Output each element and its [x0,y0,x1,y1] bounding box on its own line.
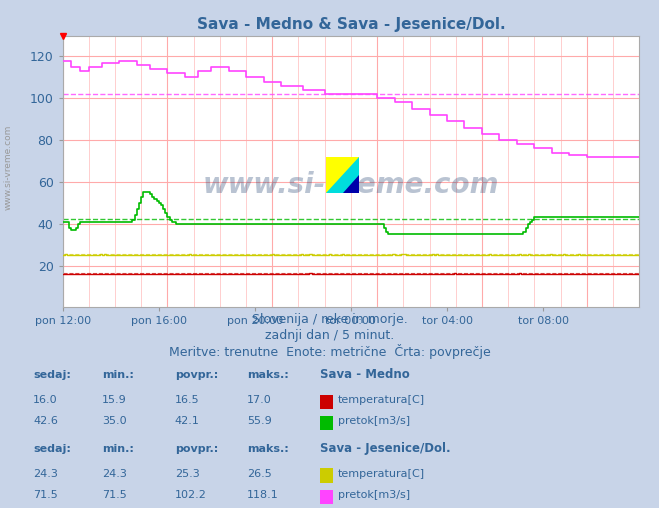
Text: maks.:: maks.: [247,444,289,454]
Text: 71.5: 71.5 [102,490,127,500]
Text: Slovenija / reke in morje.: Slovenija / reke in morje. [252,312,407,326]
Text: povpr.:: povpr.: [175,444,218,454]
Text: pretok[m3/s]: pretok[m3/s] [338,416,410,426]
Text: 35.0: 35.0 [102,416,127,426]
Polygon shape [326,157,359,193]
Text: 102.2: 102.2 [175,490,206,500]
Text: www.si-vreme.com: www.si-vreme.com [203,171,499,199]
Text: 26.5: 26.5 [247,468,272,479]
Polygon shape [326,157,359,193]
Text: 55.9: 55.9 [247,416,272,426]
Text: sedaj:: sedaj: [33,444,71,454]
Text: 42.6: 42.6 [33,416,58,426]
Polygon shape [343,175,359,193]
Title: Sava - Medno & Sava - Jesenice/Dol.: Sava - Medno & Sava - Jesenice/Dol. [196,17,505,31]
Text: min.:: min.: [102,370,134,380]
Text: 42.1: 42.1 [175,416,200,426]
Text: www.si-vreme.com: www.si-vreme.com [4,125,13,210]
Text: sedaj:: sedaj: [33,370,71,380]
Text: 24.3: 24.3 [102,468,127,479]
Text: Sava - Medno: Sava - Medno [320,368,409,382]
Text: 25.3: 25.3 [175,468,200,479]
Text: 17.0: 17.0 [247,395,272,405]
Text: 16.5: 16.5 [175,395,199,405]
Text: povpr.:: povpr.: [175,370,218,380]
Text: maks.:: maks.: [247,370,289,380]
Text: 16.0: 16.0 [33,395,57,405]
Text: 118.1: 118.1 [247,490,279,500]
Text: pretok[m3/s]: pretok[m3/s] [338,490,410,500]
Text: temperatura[C]: temperatura[C] [338,395,425,405]
Text: Sava - Jesenice/Dol.: Sava - Jesenice/Dol. [320,442,450,455]
Text: min.:: min.: [102,444,134,454]
Text: 15.9: 15.9 [102,395,127,405]
Text: 24.3: 24.3 [33,468,58,479]
Text: 71.5: 71.5 [33,490,58,500]
Text: zadnji dan / 5 minut.: zadnji dan / 5 minut. [265,329,394,342]
Text: temperatura[C]: temperatura[C] [338,468,425,479]
Text: Meritve: trenutne  Enote: metrične  Črta: povprečje: Meritve: trenutne Enote: metrične Črta: … [169,343,490,359]
